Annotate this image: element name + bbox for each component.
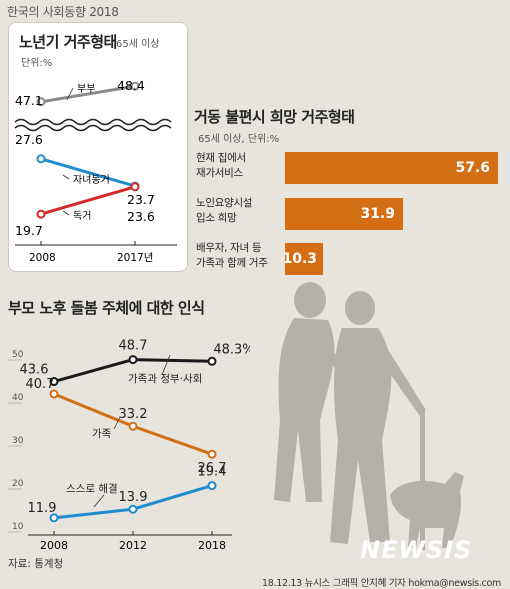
infographic-header: 한국의 사회동향 2018 (7, 5, 119, 19)
y-tick-label: 50 (12, 350, 24, 360)
series-name-leader (113, 416, 121, 430)
bar-label-line: 재가서비스 (196, 167, 243, 179)
bar-label-line: 노인요양시설 (196, 197, 253, 209)
desired-living-title: 거동 불편시 희망 거주형태 (194, 108, 355, 126)
bar-home-care: 57.6 (285, 152, 498, 184)
data-label: 11.9 (28, 501, 57, 516)
bar-label-nursing-home: 노인요양시설 입소 희망 (196, 196, 252, 226)
bar-value: 57.6 (455, 160, 490, 176)
series-line-2 (40, 185, 136, 216)
series-point (130, 182, 140, 192)
axis-break-top (14, 118, 172, 126)
data-label: 43.6 (20, 363, 49, 378)
data-label: 23.7 (127, 192, 155, 207)
series-name-label: 자녀동거 (73, 174, 110, 186)
series-point (128, 355, 138, 365)
data-label: 47.1 (15, 93, 43, 108)
bar-label-line: 배우자, 자녀 등 (196, 242, 262, 254)
care-perception-title: 부모 노후 돌봄 주체에 대한 인식 (8, 299, 205, 317)
series-line-1 (40, 157, 136, 188)
data-label: 19.4 (198, 465, 227, 480)
series-point (128, 421, 138, 431)
axis-break-bottom (14, 124, 172, 132)
data-label: 48.3% (213, 342, 250, 357)
series-point (36, 209, 46, 219)
series-point (207, 356, 217, 366)
series-name-leader (93, 494, 105, 508)
living-arrangement-subtitle: 65세 이상 (116, 39, 160, 50)
desired-living-subtitle: 65세 이상, 단위:% (198, 134, 280, 145)
source-note: 자료: 통계청 (8, 558, 64, 570)
data-label: 33.2 (119, 407, 148, 422)
data-label: 23.6 (127, 209, 155, 224)
living-arrangement-chart: 2008 2017년 47.1 48.4 부부 27.6 23.7 자녀동거 19.7 23.… (14, 78, 177, 264)
y-tick-label: 10 (12, 522, 24, 532)
series-name-leader (161, 354, 171, 376)
series-line-0 (40, 84, 136, 104)
data-label: 40.7 (26, 377, 55, 392)
x-tick-label-2008: 2008 (29, 252, 56, 264)
data-label: 26.7 (198, 461, 227, 476)
y-tick-label: 30 (12, 436, 24, 446)
series-point (36, 97, 46, 107)
series-point (130, 81, 140, 91)
data-label: 48.7 (119, 339, 148, 354)
y-tick-label: 40 (12, 393, 24, 403)
data-label: 27.6 (15, 132, 43, 147)
data-label: 19.7 (15, 223, 43, 238)
x-tick-label: 2008 (40, 539, 68, 552)
bar-value: 31.9 (360, 206, 395, 222)
newsis-logo: NEWSIS (360, 536, 473, 564)
living-arrangement-title: 노년기 거주형태 (19, 33, 117, 51)
series-name-label: 스스로 해결 (66, 482, 118, 495)
series-point (207, 481, 217, 491)
living-arrangement-panel: 2008 2017년 47.1 48.4 부부 27.6 23.7 자녀동거 19.7 23.… (8, 22, 188, 272)
series-point (49, 377, 59, 387)
series-name-leader (66, 87, 74, 101)
series-name-label: 독거 (73, 210, 91, 222)
series-point (207, 449, 217, 459)
bar-value: 10.3 (282, 251, 317, 267)
bar-label-line: 현재 집에서 (196, 152, 246, 164)
data-label: 48.4 (117, 78, 145, 93)
series-point (36, 154, 46, 164)
bar-with-family: 10.3 (282, 243, 323, 275)
bar-label-line: 가족과 함께 거주 (196, 257, 268, 269)
credit-line: 18.12.13 뉴시스 그래픽 안지혜 기자 hokma@newsis.com (262, 578, 501, 589)
bar-label-with-family: 배우자, 자녀 등 가족과 함께 거주 (196, 241, 268, 271)
living-arrangement-unit: 단위:% (21, 58, 53, 69)
y-tick-label: 20 (12, 479, 24, 489)
bar-label-line: 입소 희망 (196, 212, 237, 224)
series-name-label: 가족과 정부·사회 (128, 373, 202, 385)
series-name-leader (62, 174, 70, 180)
x-tick-label-2017: 2017년 (117, 252, 153, 264)
data-label: 13.9 (119, 490, 148, 505)
series-point (49, 389, 59, 399)
elderly-couple-silhouette (274, 282, 464, 550)
bar-label-home-care: 현재 집에서 재가서비스 (196, 151, 246, 181)
x-tick-label: 2018 (198, 539, 226, 552)
series-name-label: 부부 (77, 84, 95, 95)
x-tick-label: 2012 (119, 539, 147, 552)
bar-nursing-home: 31.9 (285, 198, 403, 230)
care-perception-chart: 10 20 30 40 50 2008 2012 2018 43.6 48.7 48.3% 가족과 정… (8, 339, 250, 552)
series-point (49, 513, 59, 523)
series-name-leader (62, 210, 70, 216)
series-point (128, 504, 138, 514)
series-name-label: 가족 (92, 428, 112, 440)
